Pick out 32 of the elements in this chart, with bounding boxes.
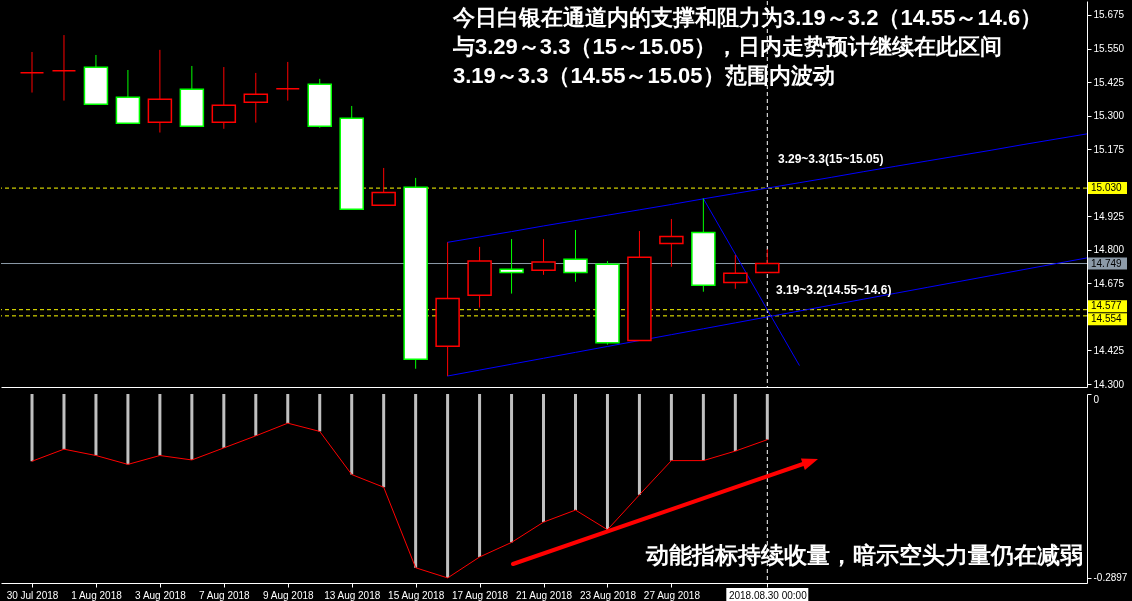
ref-line-label: 14.554 — [1091, 313, 1123, 325]
annotation: 3.19~3.2(14.55~14.6) — [776, 283, 892, 297]
x-tick-label: 13 Aug 2018 — [324, 589, 381, 601]
x-tick-label: 30 Jul 2018 — [6, 589, 59, 601]
x-tick-label: 15 Aug 2018 — [388, 589, 445, 601]
x-tick-label: 3 Aug 2018 — [135, 589, 187, 601]
y-tick-label: 14.300 — [1093, 378, 1125, 390]
x-tick-label: 7 Aug 2018 — [199, 589, 251, 601]
y-tick-label: 14.675 — [1093, 277, 1125, 289]
annotation: 3.29~3.3(15~15.05) — [778, 152, 884, 166]
y-tick-label: 14.425 — [1093, 344, 1125, 356]
x-tick-label: 1 Aug 2018 — [71, 589, 123, 601]
ref-line-label: 15.030 — [1091, 182, 1123, 194]
y-tick-label: -0.2897 — [1093, 572, 1128, 584]
y-tick-label: 14.925 — [1093, 210, 1125, 222]
y-tick-label: 14.800 — [1093, 244, 1125, 256]
x-tick-label: 21 Aug 2018 — [515, 589, 573, 601]
x-tick-label: 2018.08.30 00:00 — [728, 589, 808, 601]
annotation: 动能指标持续收量，暗示空头力量仍在减弱 — [645, 542, 1083, 568]
y-tick-label: 15.550 — [1093, 43, 1125, 55]
x-tick-label: 23 Aug 2018 — [579, 589, 637, 601]
text: 今日白银在通道内的支撑和阻力为3.19～3.2（14.55～14.6）与3.29～3.3（15～15.05），日内走势预计继续在此区间3.19～3.3（14.55～15.05）范围内波动 — [452, 5, 1043, 88]
x-tick-label: 17 Aug 2018 — [452, 589, 509, 601]
y-tick-label: 15.175 — [1093, 143, 1125, 155]
ref-line-label: 14.749 — [1091, 257, 1123, 269]
x-tick-label: 9 Aug 2018 — [262, 589, 314, 601]
ref-line-label: 14.577 — [1091, 300, 1123, 312]
y-tick-label: 15.425 — [1093, 76, 1125, 88]
y-tick-label: 0 — [1093, 393, 1100, 405]
x-tick-label: 27 Aug 2018 — [643, 589, 701, 601]
y-tick-label: 15.300 — [1093, 110, 1125, 122]
y-tick-label: 15.675 — [1093, 9, 1125, 21]
